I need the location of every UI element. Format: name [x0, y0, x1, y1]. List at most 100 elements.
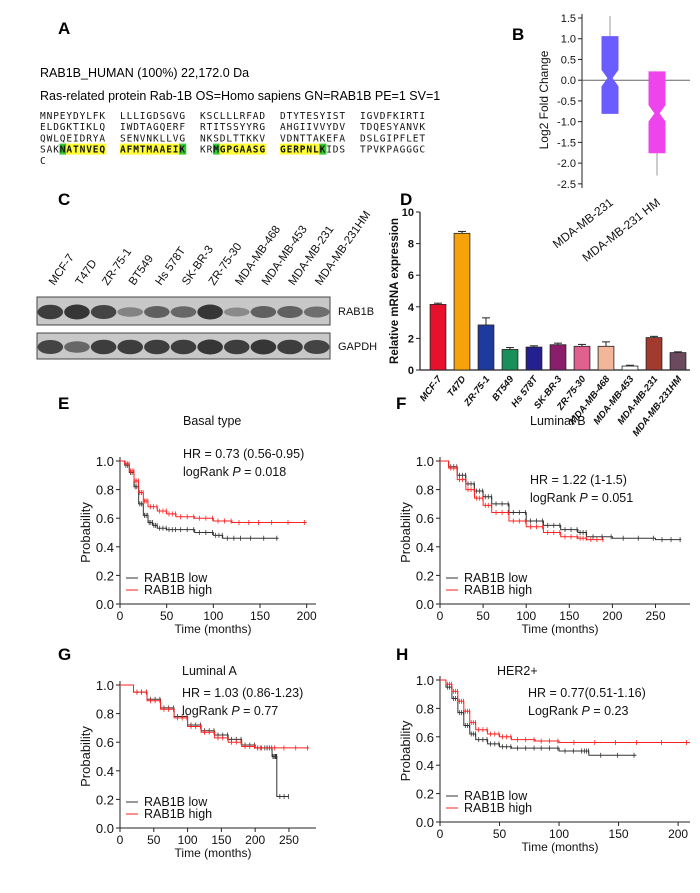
sequence-residue: I [73, 133, 79, 144]
sequence-residue: F [93, 111, 99, 122]
sequence-residue: G [146, 111, 152, 122]
sequence-residue: K [207, 133, 213, 144]
logrank-prefix: logRank [530, 491, 579, 505]
sequence-residue: G [259, 122, 265, 133]
sequence-highlight [59, 143, 67, 155]
sequence-highlight [239, 143, 247, 155]
sequence-residue: K [380, 145, 386, 156]
sequence-residue: Q [99, 122, 105, 133]
logrank-p: logRank P = 0.051 [530, 491, 633, 505]
sequence-residue: E [66, 133, 72, 144]
sequence-residue: Q [40, 133, 46, 144]
sequence-residue: S [367, 133, 373, 144]
sequence-residue: N [60, 145, 66, 156]
y-tick-label: 1.0 [416, 673, 434, 688]
sequence-highlight [245, 143, 254, 155]
sequence-residue: S [207, 111, 213, 122]
sequence-residue: Y [293, 111, 299, 122]
sequence-residue: T [207, 122, 213, 133]
y-tick-label: 8 [408, 239, 414, 251]
sequence-residue: V [280, 133, 286, 144]
y-tick-label: -2.5 [557, 179, 576, 191]
sequence-residue: A [146, 122, 152, 133]
legend-label: RAB1B low [144, 795, 208, 809]
sequence-residue: E [306, 111, 312, 122]
sequence-residue: G [367, 111, 373, 122]
sequence-residue: N [80, 145, 86, 156]
y-tick-label: 0.0 [416, 815, 434, 830]
sequence-highlight [126, 143, 134, 155]
sequence-residue: L [133, 111, 139, 122]
y-tick-label: 0.8 [96, 707, 114, 722]
box-body [648, 71, 666, 154]
sequence-residue: T [306, 133, 312, 144]
sequence-residue: F [386, 111, 392, 122]
sequence-residue: D [333, 122, 339, 133]
y-tick-label: -1.0 [557, 117, 576, 129]
sequence-residue: D [380, 111, 386, 122]
sequence-residue: K [153, 133, 159, 144]
sequence-residue: I [400, 111, 406, 122]
km-plot-basal: 0.0 0.2 0.4 0.6 0.8 1.0 0 50 100 150 200 Time (mont… [78, 414, 317, 636]
sequence-residue: D [280, 111, 286, 122]
y-tick-label: 2 [408, 333, 414, 345]
sequence-residue: E [413, 133, 419, 144]
y-axis-label: Log2 Fold Change [537, 50, 551, 149]
y-tick-label: 0.4 [416, 758, 434, 773]
sequence-residue: V [259, 133, 265, 144]
blot-band [197, 304, 223, 320]
sequence-residue: L [233, 111, 239, 122]
sequence-residue: G [280, 145, 286, 156]
lane-label: MCF-7 [47, 252, 77, 288]
sequence-residue: E [380, 122, 386, 133]
blot-band [144, 306, 170, 318]
sequence-highlight [252, 143, 260, 155]
sequence-residue: F [127, 145, 133, 156]
subgroup-title: HER2+ [497, 664, 538, 678]
blot-band [64, 341, 90, 353]
sequence-residue: G [400, 145, 406, 156]
y-tick-label: 0.2 [96, 792, 114, 807]
sequence-residue: K [419, 122, 425, 133]
sequence-highlight [279, 143, 287, 155]
sequence-residue: D [220, 133, 226, 144]
sequence-residue: P [226, 145, 232, 156]
bar [501, 349, 519, 371]
sequence-residue: I [360, 111, 366, 122]
sequence-residue: I [386, 133, 392, 144]
blot-label: GAPDH [338, 341, 377, 353]
x-tick-label: 0 [117, 609, 124, 623]
x-tick-label: 0 [437, 609, 444, 623]
sequence-residue: E [40, 122, 46, 133]
logrank-prefix: logRank [182, 704, 231, 718]
sequence-residue: N [146, 133, 152, 144]
sequence-residue: V [339, 122, 345, 133]
sequence-residue: I [120, 122, 126, 133]
sequence-residue: Q [60, 133, 66, 144]
sequence-residue: D [259, 111, 265, 122]
sequence-residue: V [320, 122, 326, 133]
y-tick-label: 0.0 [561, 75, 576, 87]
sequence-highlight [119, 143, 127, 155]
blot-band [223, 307, 250, 317]
x-tick-label: 100 [203, 609, 223, 623]
panel-letter-b: B [512, 25, 524, 44]
sequence-residue: S [120, 133, 126, 144]
sequence-residue: T [240, 133, 246, 144]
blot-band [250, 306, 277, 318]
blot-band [64, 304, 90, 320]
bar [477, 324, 495, 371]
panel-letter-d: D [400, 190, 412, 209]
sequence-residue: V [173, 111, 179, 122]
sequence-residue: T [360, 145, 366, 156]
x-tick-label: 100 [178, 833, 198, 847]
sequence-residue: F [333, 133, 339, 144]
km-curve-high [120, 684, 310, 749]
sequence-residue: Y [326, 122, 332, 133]
sequence-residue: T [73, 145, 79, 156]
sequence-residue: E [166, 145, 172, 156]
sequence-residue: T [220, 122, 226, 133]
x-tick-label: 250 [279, 833, 299, 847]
